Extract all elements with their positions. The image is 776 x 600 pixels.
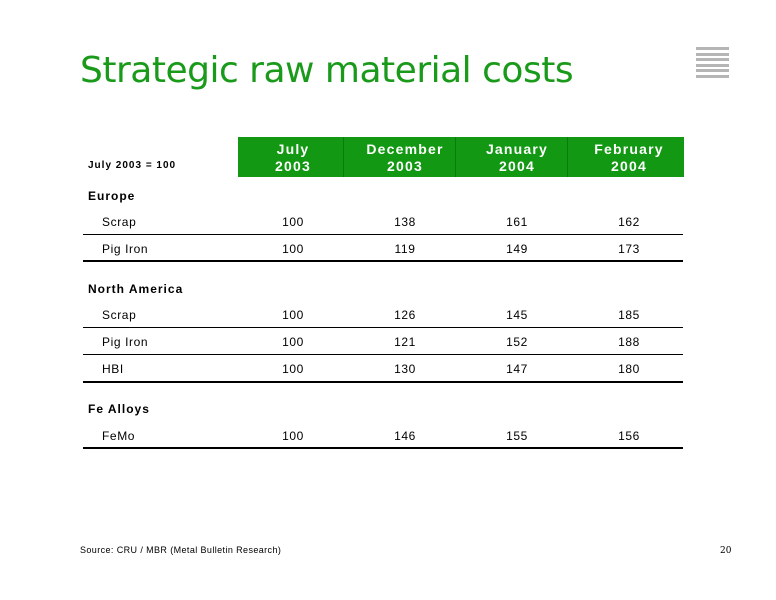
section-heading-north-america: North America bbox=[88, 282, 184, 296]
row-label: HBI bbox=[102, 362, 124, 376]
row-divider bbox=[83, 327, 683, 328]
section-divider bbox=[83, 447, 683, 449]
table-cell: 155 bbox=[506, 429, 528, 443]
section-heading-fe-alloys: Fe Alloys bbox=[88, 402, 150, 416]
table-cell: 147 bbox=[506, 362, 528, 376]
table-cell: 138 bbox=[394, 215, 416, 229]
row-label: Scrap bbox=[102, 215, 137, 229]
column-header: July 2003 bbox=[238, 137, 348, 177]
table-cell: 185 bbox=[618, 308, 640, 322]
base-label: July 2003 = 100 bbox=[88, 160, 177, 171]
table-cell: 100 bbox=[282, 242, 304, 256]
column-header: February 2004 bbox=[574, 137, 684, 177]
column-header-month: January bbox=[485, 141, 549, 157]
column-header-year: 2003 bbox=[387, 158, 423, 174]
column-header-month: July bbox=[276, 141, 310, 157]
column-header-year: 2004 bbox=[499, 158, 535, 174]
table-cell: 152 bbox=[506, 335, 528, 349]
table-cell: 130 bbox=[394, 362, 416, 376]
table-cell: 156 bbox=[618, 429, 640, 443]
table-cell: 149 bbox=[506, 242, 528, 256]
section-divider bbox=[83, 260, 683, 262]
row-label: Pig Iron bbox=[102, 242, 149, 256]
row-label: Scrap bbox=[102, 308, 137, 322]
table-cell: 100 bbox=[282, 362, 304, 376]
table-cell: 188 bbox=[618, 335, 640, 349]
table-cell: 100 bbox=[282, 335, 304, 349]
table-cell: 100 bbox=[282, 215, 304, 229]
source-note: Source: CRU / MBR (Metal Bulletin Resear… bbox=[80, 545, 282, 555]
column-header-month: February bbox=[594, 141, 664, 157]
table-cell: 121 bbox=[394, 335, 416, 349]
table-cell: 119 bbox=[394, 242, 416, 256]
table-cell: 173 bbox=[618, 242, 640, 256]
column-header-year: 2003 bbox=[275, 158, 311, 174]
page-number: 20 bbox=[720, 546, 732, 556]
page-title: Strategic raw material costs bbox=[80, 50, 574, 91]
table-cell: 161 bbox=[506, 215, 528, 229]
table-cell: 180 bbox=[618, 362, 640, 376]
row-label: FeMo bbox=[102, 429, 136, 443]
row-divider bbox=[83, 234, 683, 235]
row-divider bbox=[83, 354, 683, 355]
table-cell: 100 bbox=[282, 308, 304, 322]
table-cell: 126 bbox=[394, 308, 416, 322]
table-cell: 146 bbox=[394, 429, 416, 443]
table-cell: 100 bbox=[282, 429, 304, 443]
section-heading-europe: Europe bbox=[88, 189, 136, 203]
section-divider bbox=[83, 381, 683, 383]
table-cell: 145 bbox=[506, 308, 528, 322]
table-cell: 162 bbox=[618, 215, 640, 229]
column-header-month: December bbox=[366, 141, 444, 157]
column-header: January 2004 bbox=[462, 137, 572, 177]
row-label: Pig Iron bbox=[102, 335, 149, 349]
column-header-year: 2004 bbox=[611, 158, 647, 174]
column-header: December 2003 bbox=[350, 137, 460, 177]
logo-icon bbox=[696, 47, 729, 79]
